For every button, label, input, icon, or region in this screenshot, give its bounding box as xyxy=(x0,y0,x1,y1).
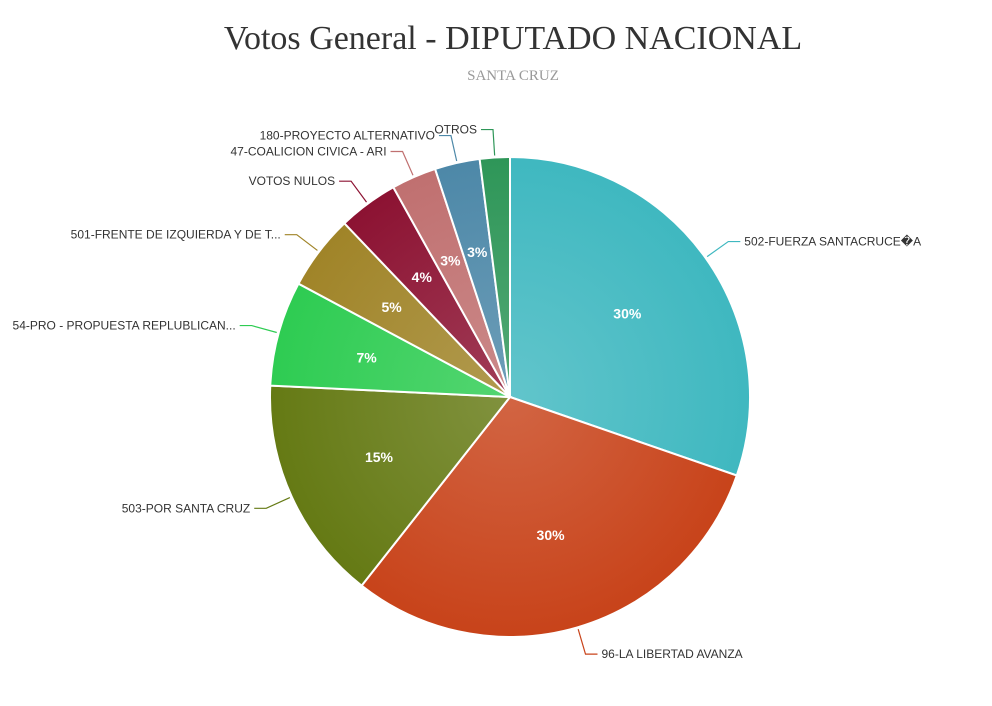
pie-slices xyxy=(269,155,751,638)
slice-name-labels: 502-FUERZA SANTACRUCE�A 96-LA LIBERTAD AV… xyxy=(13,123,922,662)
pct-label-47-coalicion-civica-ari: 3% xyxy=(440,253,461,269)
slice-label-votos-nulos: VOTOS NULOS xyxy=(249,174,335,188)
slice-label-47-coalicion-civica-ari: 47-COALICION CIVICA - ARI xyxy=(231,144,387,158)
pct-label-180-proyecto-alternativo: 3% xyxy=(467,244,488,260)
pie-slice-54-pro-propuesta-replublican[interactable] xyxy=(269,282,511,398)
slice-label-502-fuerza-santacruce-a: 502-FUERZA SANTACRUCE�A xyxy=(744,235,921,249)
connector-47-coalicion-civica-ari xyxy=(390,150,414,176)
chart-subtitle: SANTA CRUZ xyxy=(467,68,559,84)
connector-501-frente-de-izquierda-y-de-t xyxy=(284,234,318,251)
slice-label-501-frente-de-izquierda-y-de-t: 501-FRENTE DE IZQUIERDA Y DE T... xyxy=(71,228,281,242)
pct-label-501-frente-de-izquierda-y-de-t: 5% xyxy=(381,299,402,315)
pie-slice-otros[interactable] xyxy=(478,155,511,398)
connector-lines xyxy=(239,128,741,655)
slice-label-503-por-santa-cruz: 503-POR SANTA CRUZ xyxy=(122,501,250,515)
pct-label-96-la-libertad-avanza: 30% xyxy=(537,527,566,543)
pct-label-54-pro-propuesta-replublican: 7% xyxy=(356,349,377,365)
slice-label-96-la-libertad-avanza: 96-LA LIBERTAD AVANZA xyxy=(602,647,743,661)
connector-180-proyecto-alternativo xyxy=(438,134,458,162)
percentage-labels: 30% 30% 15% 7% 5% 4% 3% 3% xyxy=(356,244,641,543)
slice-label-54-pro-propuesta-replublican: 54-PRO - PROPUESTA REPLUBLICAN... xyxy=(13,319,236,333)
connector-54-pro-propuesta-replublican xyxy=(239,324,277,334)
slice-label-otros: OTROS xyxy=(434,123,477,137)
chart-title: Votos General - DIPUTADO NACIONAL xyxy=(224,20,802,57)
connector-503-por-santa-cruz xyxy=(254,496,291,509)
connector-502-fuerza-santacruce-a xyxy=(706,240,741,258)
pct-label-502-fuerza-santacruce-a: 30% xyxy=(613,305,642,321)
connector-96-la-libertad-avanza xyxy=(577,629,598,655)
pie-slice-96-la-libertad-avanza[interactable] xyxy=(360,395,739,638)
slice-label-180-proyecto-alternativo: 180-PROYECTO ALTERNATIVO xyxy=(260,129,435,143)
pie-slice-502-fuerza-santacruce-a[interactable] xyxy=(509,155,751,477)
pct-label-votos-nulos: 4% xyxy=(412,269,433,285)
connector-otros xyxy=(481,128,496,156)
pct-label-503-por-santa-cruz: 15% xyxy=(365,449,394,465)
pie-slice-503-por-santa-cruz[interactable] xyxy=(269,384,512,588)
connector-votos-nulos xyxy=(339,180,367,203)
